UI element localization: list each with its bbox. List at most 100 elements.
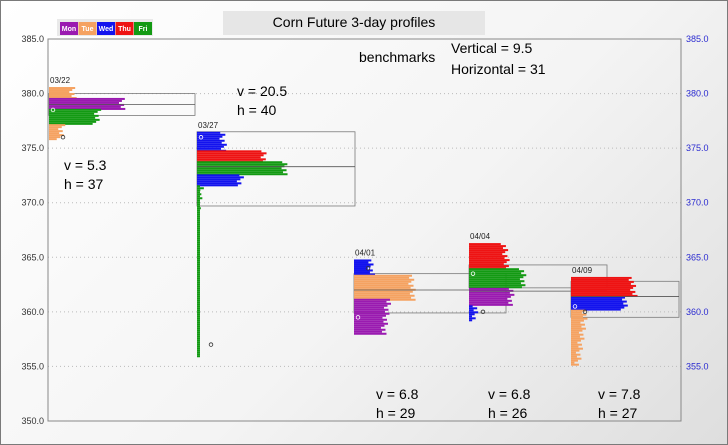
benchmark-horizontal: Horizontal = 31	[451, 61, 546, 77]
profile-date-label: 04/04	[470, 232, 491, 241]
y-tick-label-right: 370.0	[686, 198, 709, 208]
profile-bar	[469, 293, 515, 296]
profile-date-label: 04/01	[355, 248, 376, 257]
profile-bar	[469, 263, 504, 266]
profile-bar	[197, 161, 283, 164]
profile-bar	[469, 261, 507, 264]
profile-bar	[571, 290, 636, 293]
profile-bar	[571, 343, 582, 346]
profile-bar	[354, 308, 389, 311]
profile-bar	[197, 277, 200, 280]
profile-bar	[197, 215, 200, 218]
profile-bar	[571, 300, 627, 303]
profile-bar	[469, 274, 527, 277]
profile-bar	[354, 267, 368, 270]
profile-bar	[197, 285, 200, 288]
profile-bar	[571, 296, 625, 299]
profile-bar	[469, 299, 512, 302]
profile-bar	[197, 221, 200, 224]
profile-bar	[354, 326, 381, 329]
profile-bar	[197, 156, 261, 159]
profile-bar	[571, 280, 634, 283]
profile-bar	[571, 321, 581, 324]
chart-title: Corn Future 3-day profiles	[273, 14, 436, 30]
profile-bar	[571, 304, 628, 307]
profile-bar	[469, 276, 524, 279]
profile-bar	[354, 300, 387, 303]
profile-bar	[197, 317, 200, 320]
profile-bar	[197, 152, 267, 155]
profile-bar	[197, 169, 287, 172]
legend-item-label: Wed	[99, 26, 114, 33]
profile-v-label: v = 6.8	[376, 386, 419, 402]
profile-bar	[197, 329, 200, 332]
profile-bar	[354, 332, 387, 335]
profile-bar	[469, 284, 526, 287]
profile-bar	[197, 319, 200, 322]
profile-bar	[197, 325, 200, 328]
profile-bar	[49, 124, 66, 127]
profile-bar	[469, 301, 509, 304]
profile-bar	[197, 341, 200, 344]
profile-bar	[571, 333, 584, 336]
profile-bar	[571, 325, 582, 328]
profile-bar	[49, 122, 93, 125]
profile-bar	[469, 270, 525, 273]
profile-bar	[354, 271, 370, 274]
profile-bar	[354, 318, 387, 321]
profile-bar	[354, 276, 410, 279]
legend-swatch	[78, 22, 97, 35]
plot-area	[47, 38, 682, 422]
profile-bar	[197, 241, 200, 244]
legend-swatch	[134, 22, 152, 35]
y-tick-label: 360.0	[21, 307, 44, 317]
profile-bar	[49, 110, 98, 113]
profile-bar	[571, 335, 580, 338]
profile-bar	[197, 158, 266, 161]
profile-bar	[354, 259, 372, 262]
y-tick-label: 380.0	[21, 89, 44, 99]
profile-bar	[197, 243, 200, 246]
profile-04-01: 04/01 v = 6.8 h = 29	[353, 248, 507, 421]
profile-bar	[49, 132, 60, 135]
profile-bar	[197, 163, 288, 166]
profile-bar	[197, 321, 200, 324]
profile-bar	[571, 357, 582, 360]
profile-bar	[571, 302, 624, 305]
profile-bar	[354, 320, 384, 323]
profile-bar	[197, 137, 220, 140]
y-tick-label-right: 380.0	[686, 89, 709, 99]
profile-bar	[469, 253, 503, 256]
profile-bar	[197, 251, 200, 254]
profile-bar	[571, 298, 623, 301]
profile-bar	[197, 355, 200, 358]
profile-04-09: 04/09 v = 7.8 h = 27	[570, 266, 680, 421]
benchmark-vertical: Vertical = 9.5	[451, 40, 533, 56]
profile-h-label: h = 40	[237, 102, 277, 118]
profile-bar	[197, 289, 200, 292]
profile-bar	[571, 337, 585, 340]
profiles: 03/22 v = 5.3 h = 37 03/27 v = 20.5 h = 40 04/…	[48, 76, 680, 421]
open-marker	[572, 304, 578, 309]
profile-bar	[354, 273, 376, 276]
profile-bar	[197, 299, 200, 302]
profile-bar	[469, 309, 474, 312]
profile-bar	[49, 118, 100, 121]
profile-bar	[197, 225, 200, 228]
profile-bar	[469, 311, 479, 314]
profile-bar	[49, 91, 70, 94]
legend-swatch	[115, 22, 134, 35]
profile-bar	[197, 303, 200, 306]
profile-h-label: h = 26	[488, 405, 528, 421]
close-marker	[582, 309, 588, 315]
profile-bar	[197, 207, 201, 210]
profile-bar	[197, 235, 200, 238]
profile-bar	[354, 328, 386, 331]
profile-bar	[197, 150, 262, 153]
profile-bar	[49, 114, 99, 117]
profile-bar	[197, 259, 200, 262]
profile-bar	[197, 273, 200, 276]
y-tick-label-right: 365.0	[686, 252, 709, 262]
profile-bar	[571, 361, 575, 364]
